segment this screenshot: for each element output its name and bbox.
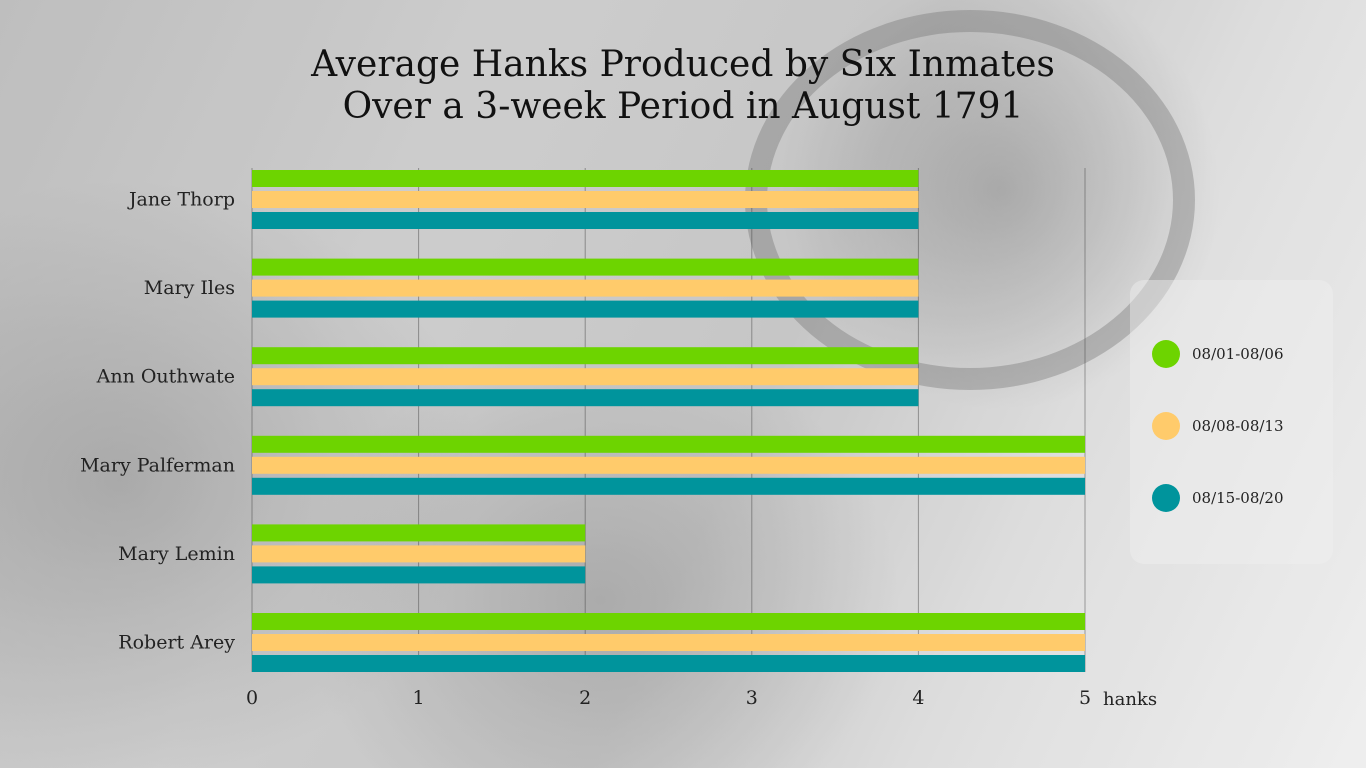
bar — [252, 456, 1085, 474]
bar — [252, 477, 1085, 495]
bar — [252, 279, 919, 297]
x-tick-label: 3 — [746, 687, 758, 709]
x-tick-label: 1 — [413, 687, 425, 709]
bar — [252, 435, 1085, 453]
category-label: Jane Thorp — [127, 189, 235, 211]
category-label: Mary Iles — [144, 277, 235, 299]
chart-title-line-2: Over a 3-week Period in August 1791 — [342, 86, 1024, 127]
category-label: Ann Outhwate — [96, 366, 235, 388]
bar — [252, 634, 1085, 651]
bar — [252, 191, 919, 208]
bar — [252, 655, 1085, 672]
bar — [252, 566, 586, 584]
x-tick-labels: 0 1 2 3 4 5 — [246, 687, 1091, 709]
legend-label: 08/15-08/20 — [1192, 489, 1284, 507]
category-label: Mary Palferman — [80, 454, 235, 476]
bar — [252, 524, 586, 542]
x-axis-title: hanks — [1103, 689, 1157, 710]
bar — [252, 258, 919, 276]
legend-item-2: 08/08-08/13 — [1152, 409, 1284, 443]
legend-swatch-yellow — [1152, 412, 1180, 440]
bar — [252, 170, 919, 187]
bar — [252, 613, 1085, 630]
x-tick-label: 5 — [1079, 687, 1091, 709]
legend-swatch-green — [1152, 340, 1180, 368]
legend-swatch-teal — [1152, 484, 1180, 512]
x-tick-label: 2 — [579, 687, 591, 709]
category-label: Mary Lemin — [118, 543, 235, 565]
legend-item-1: 08/01-08/06 — [1152, 337, 1284, 371]
chart-title-line-1: Average Hanks Produced by Six Inmates — [311, 44, 1055, 85]
legend-item-3: 08/15-08/20 — [1152, 481, 1284, 515]
category-label: Robert Arey — [118, 632, 235, 654]
bar — [252, 545, 586, 563]
legend-label: 08/08-08/13 — [1192, 417, 1284, 435]
legend: 08/01-08/06 08/08-08/13 08/15-08/20 — [1130, 280, 1333, 564]
legend-label: 08/01-08/06 — [1192, 345, 1284, 363]
x-tick-label: 0 — [246, 687, 258, 709]
bar — [252, 368, 919, 386]
bar — [252, 347, 919, 365]
bar — [252, 389, 919, 407]
chart-title: Average Hanks Produced by Six Inmates Ov… — [200, 44, 1166, 128]
category-labels: Jane Thorp Mary Iles Ann Outhwate Mary Palf… — [80, 189, 235, 654]
bar — [252, 300, 919, 318]
x-tick-label: 4 — [912, 687, 924, 709]
bar — [252, 212, 919, 229]
grid-lines — [251, 168, 1086, 672]
bars — [252, 170, 1085, 672]
